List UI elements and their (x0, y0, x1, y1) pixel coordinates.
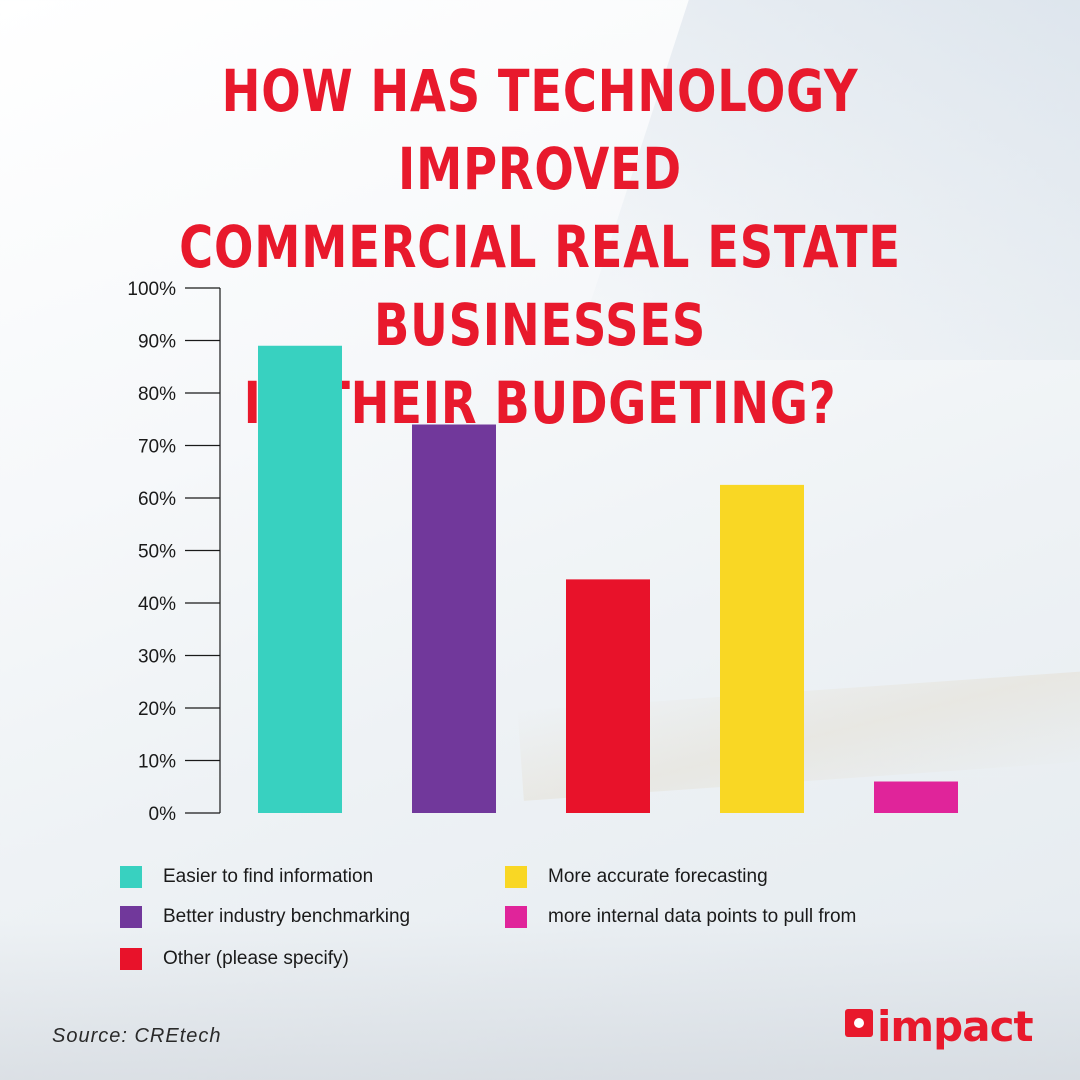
y-tick-label: 60% (138, 489, 176, 510)
legend-swatch (120, 866, 142, 888)
title-line: IN THEIR BUDGETING? (243, 369, 837, 437)
y-tick-label: 40% (138, 594, 176, 615)
y-tick-label: 70% (138, 437, 176, 458)
y-tick-label: 80% (138, 384, 176, 405)
legend-item: Easier to find information (120, 864, 373, 890)
legend-item: Other (please specify) (120, 946, 349, 972)
bar (258, 345, 342, 813)
bar (412, 424, 496, 813)
legend-label: Better industry benchmarking (163, 906, 411, 927)
title-line: COMMERCIAL REAL ESTATE BUSINESSES (179, 213, 901, 359)
bar-chart: 100% 90% 80% 70% 60% 50% 40% 30% 20% 10% 0% (127, 279, 958, 825)
legend-label: Other (please specify) (163, 948, 349, 969)
y-tick-label: 90% (138, 332, 176, 353)
impact-logo: impact (845, 1002, 1034, 1051)
legend-label: Easier to find information (163, 866, 374, 887)
legend-swatch (120, 948, 142, 970)
source-note: Source: CREtech (52, 1025, 222, 1047)
y-tick-label: 30% (138, 647, 176, 668)
y-tick-label: 50% (138, 542, 176, 563)
title-line: HOW HAS TECHNOLOGY IMPROVED (221, 57, 859, 203)
logo-mark-icon (845, 1009, 873, 1045)
y-tick-label: 0% (149, 804, 177, 825)
legend-item: more internal data points to pull from (505, 904, 856, 930)
y-tick-label: 10% (138, 752, 176, 773)
chart-title: HOW HAS TECHNOLOGY IMPROVED COMMERCIAL R… (108, 52, 972, 442)
y-tick-label: 100% (127, 279, 176, 300)
y-tick-label: 20% (138, 699, 176, 720)
bar (874, 781, 958, 813)
legend-label: more internal data points to pull from (548, 906, 857, 927)
bar (720, 484, 804, 813)
legend-swatch (120, 906, 142, 928)
legend-swatch (505, 906, 527, 928)
legend-label: More accurate forecasting (548, 866, 768, 887)
logo-text: impact (877, 1002, 1034, 1051)
bar (566, 579, 650, 813)
chart-legend: Easier to find information Better indust… (120, 864, 1020, 994)
legend-item: More accurate forecasting (505, 864, 768, 890)
legend-item: Better industry benchmarking (120, 904, 410, 930)
legend-swatch (505, 866, 527, 888)
